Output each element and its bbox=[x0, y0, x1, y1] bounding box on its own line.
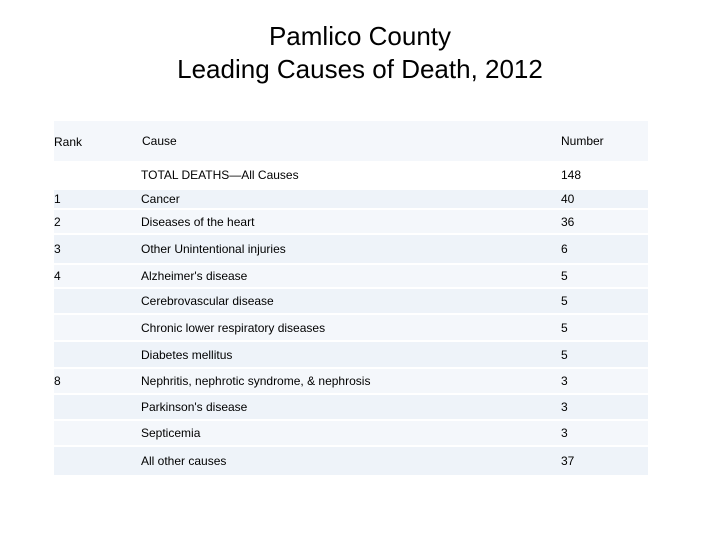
table-row: 3 Other Unintentional injuries 6 bbox=[54, 233, 648, 263]
table-row: 1 Cancer 40 bbox=[54, 188, 648, 208]
cell-rank: 1 bbox=[54, 188, 141, 208]
cell-rank bbox=[54, 340, 141, 367]
cell-rank: 3 bbox=[54, 233, 141, 263]
table-row: Diabetes mellitus 5 bbox=[54, 340, 648, 367]
table-row: Parkinson's disease 3 bbox=[54, 393, 648, 419]
cell-rank bbox=[54, 313, 141, 340]
cell-cause: Septicemia bbox=[141, 419, 561, 445]
cell-cause: Other Unintentional injuries bbox=[141, 233, 561, 263]
total-rank bbox=[54, 161, 141, 188]
cell-rank bbox=[54, 445, 141, 475]
cell-number: 5 bbox=[561, 340, 648, 367]
cell-rank bbox=[54, 419, 141, 445]
cell-rank: 4 bbox=[54, 263, 141, 287]
causes-of-death-table: Rank Cause Number TOTAL DEATHS—All Cause… bbox=[54, 121, 648, 475]
cell-cause: All other causes bbox=[141, 445, 561, 475]
cell-number: 3 bbox=[561, 419, 648, 445]
cell-cause: Diabetes mellitus bbox=[141, 340, 561, 367]
title-line-2: Leading Causes of Death, 2012 bbox=[177, 54, 543, 84]
table-row-total: TOTAL DEATHS—All Causes 148 bbox=[54, 161, 648, 188]
table-row: 2 Diseases of the heart 36 bbox=[54, 208, 648, 233]
cell-rank bbox=[54, 393, 141, 419]
cell-number: 3 bbox=[561, 367, 648, 393]
table-header-row: Rank Cause Number bbox=[54, 121, 648, 161]
cell-number: 5 bbox=[561, 287, 648, 313]
slide-title: Pamlico County Leading Causes of Death, … bbox=[0, 20, 720, 86]
cell-cause: Chronic lower respiratory diseases bbox=[141, 313, 561, 340]
table-row: Cerebrovascular disease 5 bbox=[54, 287, 648, 313]
title-line-1: Pamlico County bbox=[268, 21, 452, 51]
cell-cause: Cancer bbox=[141, 188, 561, 208]
header-cause-label: Cause bbox=[142, 134, 177, 148]
total-cause: TOTAL DEATHS—All Causes bbox=[141, 161, 561, 188]
cell-cause: Parkinson's disease bbox=[141, 393, 561, 419]
cell-cause: Diseases of the heart bbox=[141, 208, 561, 233]
cell-number: 36 bbox=[561, 208, 648, 233]
table-row: 8 Nephritis, nephrotic syndrome, & nephro… bbox=[54, 367, 648, 393]
total-number: 148 bbox=[561, 161, 648, 188]
cell-number: 3 bbox=[561, 393, 648, 419]
header-rank: Rank bbox=[54, 121, 141, 161]
table-row: All other causes 37 bbox=[54, 445, 648, 475]
cell-rank: 2 bbox=[54, 208, 141, 233]
cell-number: 37 bbox=[561, 445, 648, 475]
cell-number: 40 bbox=[561, 188, 648, 208]
table-row: Septicemia 3 bbox=[54, 419, 648, 445]
cell-number: 5 bbox=[561, 263, 648, 287]
table-row: 4 Alzheimer's disease 5 bbox=[54, 263, 648, 287]
table-row: Chronic lower respiratory diseases 5 bbox=[54, 313, 648, 340]
cell-rank bbox=[54, 287, 141, 313]
cell-number: 5 bbox=[561, 313, 648, 340]
cell-cause: Nephritis, nephrotic syndrome, & nephros… bbox=[141, 367, 561, 393]
cell-rank: 8 bbox=[54, 367, 141, 393]
cell-number: 6 bbox=[561, 233, 648, 263]
cell-cause: Cerebrovascular disease bbox=[141, 287, 561, 313]
cell-cause: Alzheimer's disease bbox=[141, 263, 561, 287]
header-number: Number bbox=[561, 121, 648, 161]
header-cause: Cause bbox=[141, 121, 561, 161]
